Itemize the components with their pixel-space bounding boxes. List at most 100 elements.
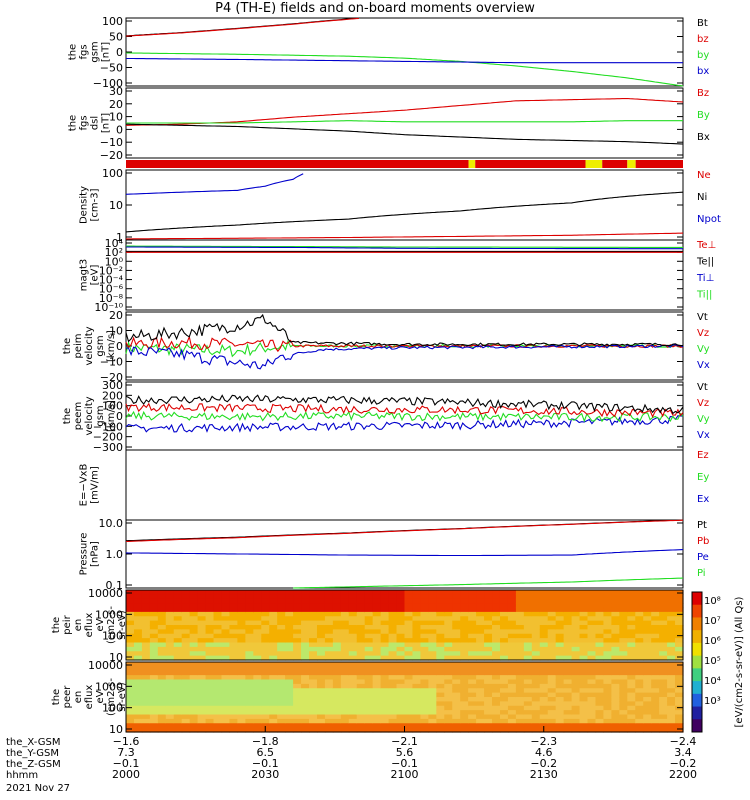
- spectrogram-cell: [428, 607, 437, 613]
- spectrogram-cell: [412, 616, 422, 622]
- spectrogram-cell: [515, 594, 525, 600]
- spectrogram-cell: [277, 662, 286, 667]
- spectrogram-cell: [523, 679, 533, 685]
- spectrogram-cell: [444, 692, 453, 698]
- y-tick-label: 10²: [105, 246, 123, 259]
- spectrogram-cell: [587, 727, 597, 733]
- spectrogram-cell: [452, 727, 461, 733]
- spectrogram-cell: [388, 710, 398, 716]
- spectrogram-cell: [380, 638, 390, 644]
- spectrogram-cell: [293, 688, 302, 694]
- spectrogram-cell: [340, 710, 350, 716]
- spectrogram-cell: [468, 629, 477, 635]
- spectrogram-cell: [141, 598, 151, 604]
- spectrogram-cell: [348, 611, 358, 617]
- spectrogram-cell: [149, 633, 159, 639]
- spectrogram-cell: [476, 675, 485, 681]
- spectrogram-cell: [277, 629, 286, 635]
- spectrogram-cell: [539, 688, 549, 694]
- spectrogram-cell: [340, 655, 350, 661]
- spectrogram-cell: [420, 675, 429, 681]
- colorbar-swatch: [692, 719, 702, 733]
- spectrogram-cell: [157, 590, 167, 595]
- spectrogram-cell: [396, 662, 406, 667]
- spectrogram-cell: [237, 616, 246, 622]
- spectrogram-cell: [181, 662, 191, 667]
- spectrogram-cell: [237, 646, 246, 652]
- spectrogram-cell: [507, 697, 517, 702]
- spectrogram-cell: [189, 611, 199, 617]
- spectrogram-cell: [253, 714, 262, 720]
- spectrogram-cell: [133, 638, 143, 644]
- spectrogram-cell: [189, 590, 199, 595]
- spectrogram-cell: [356, 705, 366, 711]
- y-tick-label: 10000: [88, 659, 123, 672]
- spectrogram-cell: [476, 651, 485, 657]
- spectrogram-cell: [539, 590, 549, 595]
- spectrogram-cell: [285, 710, 294, 716]
- spectrogram-cell: [189, 701, 199, 707]
- spectrogram-cell: [531, 642, 541, 648]
- spectrogram-cell: [603, 697, 612, 702]
- spectrogram-cell: [611, 590, 620, 595]
- spectrogram-cell: [571, 718, 581, 724]
- spectrogram-cell: [619, 629, 628, 635]
- spectrogram-cell: [141, 679, 151, 685]
- spectrogram-cell: [444, 727, 453, 733]
- spectrogram-cell: [309, 714, 318, 720]
- spectrogram-cell: [484, 675, 493, 681]
- spectrogram-cell: [277, 670, 286, 676]
- spectrogram-cell: [484, 594, 493, 600]
- spectrogram-cell: [181, 646, 191, 652]
- spectrogram-cell: [133, 620, 143, 626]
- y-axis-label: gsm: [95, 405, 106, 426]
- spectrogram-cell: [635, 688, 644, 694]
- spectrogram-cell: [555, 629, 565, 635]
- spectrogram-cell: [348, 697, 358, 702]
- spectrogram-cell: [285, 594, 294, 600]
- spectrogram-cell: [547, 651, 557, 657]
- spectrogram-cell: [428, 675, 437, 681]
- spectrogram-cell: [499, 727, 509, 733]
- spectrogram-cell: [380, 718, 390, 724]
- spectrogram-cell: [173, 625, 183, 630]
- spectrogram-cell: [571, 679, 581, 685]
- peim_velocity-series-line: [125, 339, 684, 358]
- spectrogram-cell: [372, 714, 382, 720]
- spectrogram-cell: [253, 625, 262, 630]
- spectrogram-cell: [245, 620, 254, 626]
- spectrogram-cell: [515, 633, 525, 639]
- y-tick-label: 20: [109, 309, 123, 322]
- spectrogram-cell: [619, 638, 628, 644]
- spectrogram-cell: [269, 683, 278, 689]
- spectrogram-cell: [141, 620, 151, 626]
- spectrogram-cell: [476, 714, 485, 720]
- spectrogram-cell: [484, 701, 493, 707]
- spectrogram-cell: [181, 675, 191, 681]
- spectrogram-cell: [468, 688, 477, 694]
- spectrogram-cell: [157, 679, 167, 685]
- spectrogram-cell: [675, 727, 684, 733]
- spectrogram-cell: [332, 594, 342, 600]
- chart-title: P4 (TH-E) fields and on-board moments ov…: [215, 1, 535, 16]
- spectrogram-cell: [340, 692, 350, 698]
- spectrogram-cell: [126, 616, 135, 622]
- spectrogram-cell: [388, 655, 398, 661]
- spectrogram-cell: [157, 598, 167, 604]
- spectrogram-cell: [412, 629, 422, 635]
- spectrogram-cell: [285, 697, 294, 702]
- spectrogram-cell: [412, 683, 422, 689]
- colorbar-tick-label: 10⁵: [704, 656, 721, 667]
- spectrogram-cell: [523, 701, 533, 707]
- spectrogram-cell: [603, 670, 612, 676]
- spectrogram-cell: [587, 697, 597, 702]
- spectrogram-cell: [436, 670, 445, 676]
- spectrogram-cell: [301, 625, 310, 630]
- spectrogram-cell: [348, 629, 358, 635]
- spectrogram-cell: [277, 692, 286, 698]
- spectrogram-cell: [659, 692, 668, 698]
- spectrogram-cell: [388, 697, 398, 702]
- spectrogram-cell: [428, 683, 437, 689]
- spectrogram-cell: [221, 688, 231, 694]
- spectrogram-cell: [484, 710, 493, 716]
